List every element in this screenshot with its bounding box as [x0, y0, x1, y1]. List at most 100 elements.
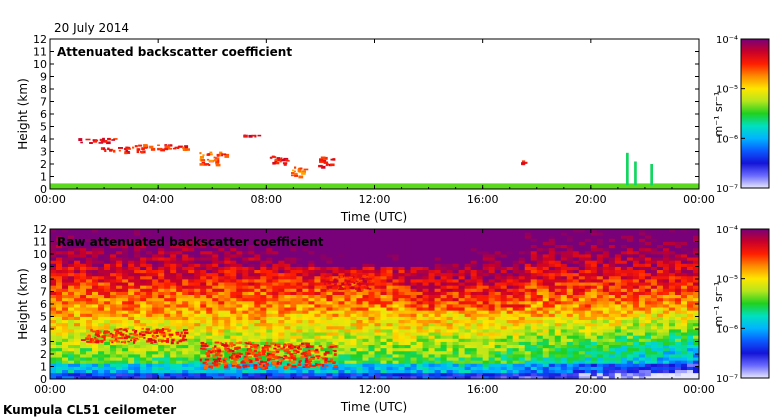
heatmap-cell [278, 250, 285, 255]
heatmap-cell [350, 325, 357, 330]
cloud-layer [248, 134, 253, 138]
heatmap-cell [566, 241, 574, 246]
heatmap-cell [530, 288, 538, 292]
heatmap-cell [416, 310, 423, 314]
heatmap-cell [602, 260, 610, 264]
heatmap-cell [302, 319, 309, 324]
heatmap-cell [326, 347, 333, 352]
cloud-layer [101, 140, 107, 143]
heatmap-cell [50, 282, 57, 286]
heatmap-cell [50, 350, 57, 355]
heatmap-cell [614, 250, 622, 255]
heatmap-cell [236, 250, 243, 255]
heatmap-cell [410, 238, 417, 242]
heatmap-cell [530, 294, 538, 299]
heatmap-cell [488, 241, 496, 246]
cloud-layer [301, 170, 306, 174]
heatmap-cell [164, 366, 171, 371]
heatmap-cell [380, 300, 387, 305]
heatmap-cell [440, 244, 448, 249]
heatmap-cell [248, 363, 255, 367]
heatmap-cell [284, 294, 291, 299]
heatmap-cell [122, 294, 129, 299]
heatmap-cell [50, 294, 57, 299]
heatmap-cell [536, 294, 544, 299]
heatmap-cell [386, 363, 393, 367]
heatmap-cell [104, 297, 111, 302]
heatmap-cell [470, 329, 478, 333]
heatmap-cell [170, 294, 177, 299]
heatmap-cell [632, 282, 640, 286]
heatmap-cell [296, 235, 303, 239]
heatmap-cell [182, 297, 189, 302]
heatmap-cell [80, 254, 87, 258]
heatmap-cell [74, 241, 81, 246]
heatmap-cell [518, 229, 526, 233]
heatmap-cell [608, 263, 616, 267]
heatmap-cell [530, 279, 538, 283]
heatmap-cell [374, 335, 381, 339]
heatmap-cell [446, 316, 454, 321]
heatmap-cell [548, 347, 556, 352]
heatmap-cell [56, 316, 63, 321]
heatmap-cell [278, 257, 285, 261]
heatmap-cell [458, 360, 466, 364]
heatmap-cell [476, 229, 484, 233]
heatmap-cell [464, 325, 472, 330]
heatmap-cell [386, 366, 393, 371]
heatmap-cell [482, 316, 490, 321]
heatmap-cell [404, 294, 411, 299]
heatmap-cell [50, 250, 57, 255]
heatmap-cell [374, 244, 381, 249]
heatmap-cell [320, 354, 327, 358]
heatmap-cell [590, 282, 598, 286]
heatmap-cell [284, 369, 291, 374]
heatmap-cell [476, 366, 484, 371]
heatmap-cell [200, 272, 207, 277]
heatmap-cell [356, 254, 363, 258]
heatmap-cell [338, 310, 345, 314]
heatmap-cell [404, 279, 411, 283]
heatmap-cell [452, 254, 460, 258]
heatmap-cell [146, 294, 153, 299]
heatmap-cell [230, 279, 237, 283]
heatmap-cell [416, 232, 423, 236]
heatmap-cell [224, 235, 231, 239]
heatmap-cell [68, 300, 75, 305]
heatmap-cell [560, 332, 568, 336]
heatmap-cell [368, 357, 375, 361]
heatmap-cell [344, 241, 351, 246]
heatmap-cell [86, 238, 93, 242]
heatmap-cell [428, 357, 435, 361]
heatmap-cell [92, 272, 99, 277]
heatmap-cell [302, 250, 309, 255]
heatmap-cell [566, 257, 574, 261]
cloud-layer [138, 144, 143, 147]
heatmap-cell [272, 282, 279, 286]
heatmap-cell [626, 313, 634, 317]
heatmap-cell [170, 347, 177, 352]
heatmap-cell [350, 307, 357, 311]
cloud-layer [165, 145, 171, 148]
heatmap-cell [134, 232, 141, 236]
heatmap-cell [80, 347, 87, 352]
heatmap-cell [626, 332, 634, 336]
heatmap-cell [428, 304, 435, 308]
heatmap-cell [596, 347, 604, 352]
heatmap-cell [536, 232, 544, 236]
heatmap-cell [296, 332, 303, 336]
heatmap-cell [56, 341, 63, 346]
heatmap-cell [128, 288, 135, 292]
heatmap-cell [224, 316, 231, 321]
heatmap-cell [320, 304, 327, 308]
heatmap-cell [596, 313, 604, 317]
heatmap-cell [254, 235, 261, 239]
heatmap-cell [74, 235, 81, 239]
heatmap-cell [392, 313, 399, 317]
heatmap-cell [398, 263, 405, 267]
heatmap-cell [104, 269, 111, 274]
heatmap-cell [230, 375, 237, 380]
heatmap-cell [134, 354, 141, 358]
heatmap-cell [602, 238, 610, 242]
heatmap-cell [134, 291, 141, 296]
